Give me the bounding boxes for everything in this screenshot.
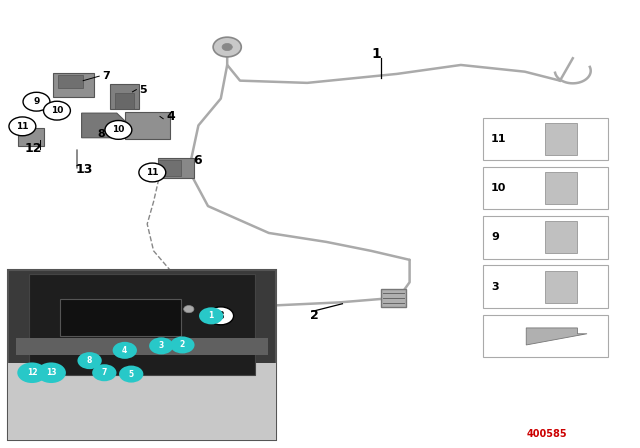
Circle shape (149, 337, 173, 354)
FancyBboxPatch shape (483, 167, 608, 210)
Circle shape (92, 364, 116, 381)
Circle shape (184, 306, 194, 313)
FancyBboxPatch shape (159, 158, 194, 178)
FancyBboxPatch shape (483, 265, 608, 308)
Text: 3: 3 (491, 282, 499, 292)
Text: 7: 7 (102, 71, 110, 81)
Polygon shape (82, 113, 129, 138)
Text: 13: 13 (46, 368, 56, 377)
Text: 10: 10 (491, 183, 506, 193)
Circle shape (36, 362, 66, 383)
Circle shape (199, 307, 223, 324)
FancyBboxPatch shape (8, 270, 276, 440)
Text: 13: 13 (76, 163, 93, 176)
Polygon shape (526, 328, 587, 345)
Circle shape (119, 366, 143, 383)
Circle shape (139, 163, 166, 182)
FancyBboxPatch shape (545, 271, 577, 303)
Text: 2: 2 (310, 309, 319, 323)
Text: 2: 2 (180, 340, 185, 349)
Circle shape (17, 362, 47, 383)
Text: 8: 8 (87, 356, 92, 365)
FancyBboxPatch shape (53, 73, 95, 97)
Text: 10: 10 (112, 125, 125, 134)
FancyBboxPatch shape (111, 84, 140, 109)
Circle shape (208, 307, 234, 325)
Text: 1: 1 (371, 47, 381, 61)
Text: 12: 12 (24, 142, 42, 155)
Text: 11: 11 (146, 168, 159, 177)
FancyBboxPatch shape (159, 160, 180, 176)
FancyBboxPatch shape (545, 221, 577, 254)
Text: 1: 1 (209, 311, 214, 320)
FancyBboxPatch shape (18, 128, 44, 146)
Text: 5: 5 (129, 370, 134, 379)
FancyBboxPatch shape (16, 338, 268, 355)
FancyBboxPatch shape (8, 363, 276, 440)
FancyBboxPatch shape (483, 314, 608, 358)
Circle shape (170, 336, 195, 353)
Text: 8: 8 (97, 129, 105, 139)
FancyBboxPatch shape (58, 75, 83, 88)
Circle shape (222, 43, 232, 51)
Text: 3: 3 (218, 311, 224, 321)
FancyBboxPatch shape (115, 93, 134, 109)
FancyBboxPatch shape (545, 172, 577, 204)
Circle shape (213, 37, 241, 57)
Text: 9: 9 (33, 97, 40, 106)
Text: 11: 11 (491, 134, 506, 144)
Text: 5: 5 (140, 85, 147, 95)
Text: 4: 4 (166, 110, 175, 123)
FancyBboxPatch shape (381, 289, 406, 307)
Text: 10: 10 (51, 106, 63, 115)
Circle shape (9, 117, 36, 136)
Text: 7: 7 (102, 368, 107, 377)
FancyBboxPatch shape (545, 123, 577, 155)
FancyBboxPatch shape (29, 274, 255, 375)
Circle shape (105, 121, 132, 139)
Circle shape (77, 352, 102, 369)
Circle shape (23, 92, 50, 111)
Circle shape (44, 101, 70, 120)
Text: 400585: 400585 (527, 429, 568, 439)
FancyBboxPatch shape (483, 118, 608, 160)
Circle shape (113, 342, 137, 359)
Text: 6: 6 (193, 154, 202, 167)
Text: 11: 11 (16, 122, 29, 131)
Text: 4: 4 (122, 346, 127, 355)
FancyBboxPatch shape (483, 216, 608, 259)
FancyBboxPatch shape (60, 299, 181, 336)
FancyBboxPatch shape (125, 112, 170, 139)
Text: 12: 12 (27, 368, 37, 377)
Text: 3: 3 (159, 341, 164, 350)
Text: 9: 9 (491, 233, 499, 242)
